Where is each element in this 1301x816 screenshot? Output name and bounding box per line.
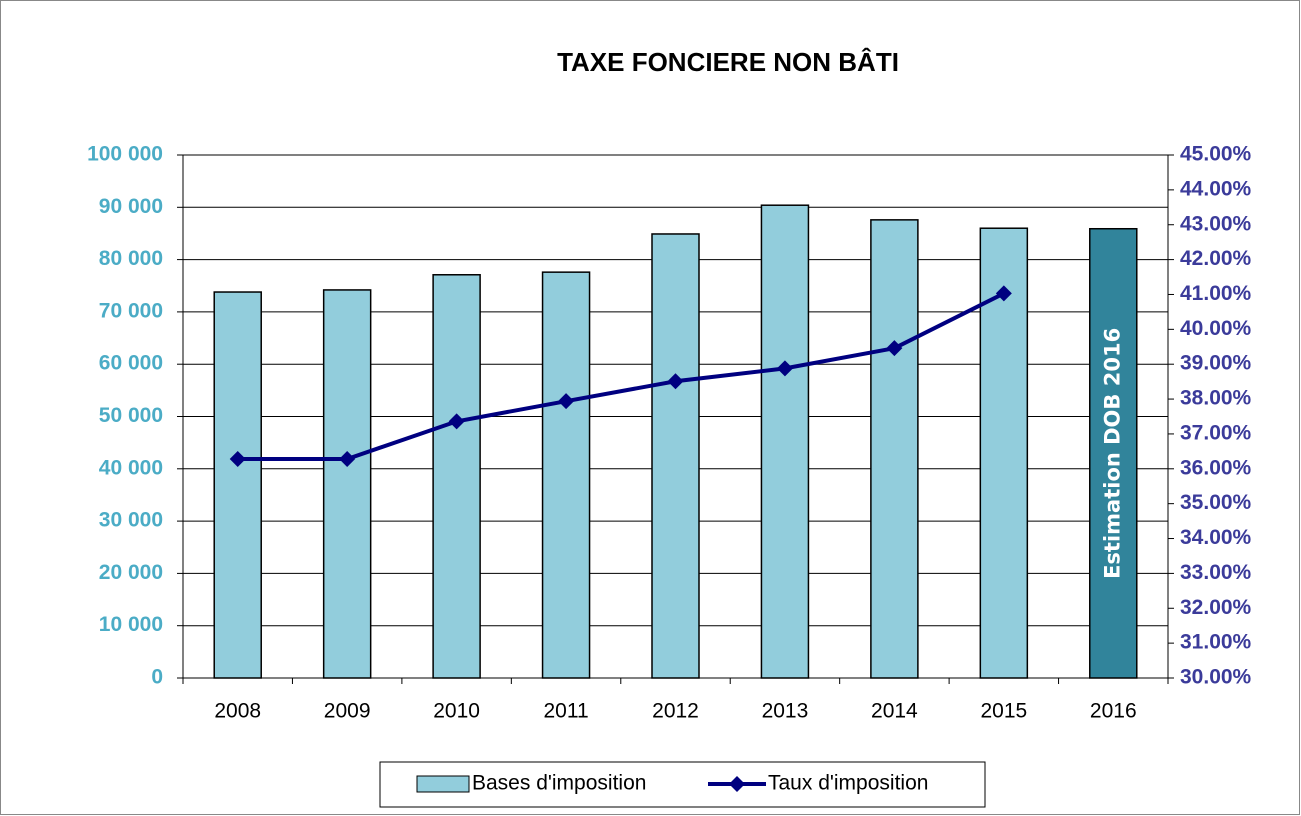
marker xyxy=(229,451,246,468)
annotation: Estimation DOB 2016 xyxy=(1100,328,1124,579)
y2-tick-label: 35.00% xyxy=(1180,491,1252,514)
legend: Bases d'imposition Taux d'imposition xyxy=(379,761,986,808)
legend-swatch xyxy=(416,775,470,793)
y-tick-label: 30 000 xyxy=(99,509,163,532)
y-tick-label: 40 000 xyxy=(99,456,163,479)
y-tick-label: 100 000 xyxy=(87,143,163,166)
y-tick-label: 90 000 xyxy=(99,195,163,218)
marker xyxy=(886,340,903,357)
marker xyxy=(995,285,1012,302)
bar xyxy=(760,204,810,679)
y-tick-label: 60 000 xyxy=(99,352,163,375)
y2-tick-label: 33.00% xyxy=(1180,561,1252,584)
bar xyxy=(651,233,700,679)
marker xyxy=(558,393,575,410)
x-tick-label: 2010 xyxy=(433,700,480,723)
bar xyxy=(870,219,919,679)
chart-title: TAXE FONCIERE NON BÂTI xyxy=(557,47,899,77)
marker xyxy=(667,373,684,390)
y-tick-label: 0 xyxy=(151,666,163,689)
y2-tick-label: 31.00% xyxy=(1180,631,1252,654)
legend-box xyxy=(379,761,986,808)
y2-tick-label: 36.00% xyxy=(1180,456,1252,479)
marker xyxy=(448,413,465,430)
y-tick-label: 50 000 xyxy=(99,404,163,427)
x-tick-label: 2014 xyxy=(871,700,918,723)
y2-tick-label: 43.00% xyxy=(1180,212,1252,235)
y2-tick-label: 41.00% xyxy=(1180,282,1252,305)
bar xyxy=(1089,227,1138,679)
bar xyxy=(541,271,591,679)
x-tick-label: 2008 xyxy=(214,700,261,723)
y2-tick-label: 42.00% xyxy=(1180,247,1252,270)
legend-label: Taux d'imposition xyxy=(768,772,928,795)
y2-tick-label: 34.00% xyxy=(1180,526,1252,549)
marker xyxy=(776,360,793,377)
y2-tick-label: 30.00% xyxy=(1180,666,1252,689)
line xyxy=(237,291,1005,462)
y-tick-label: 20 000 xyxy=(99,561,163,584)
bar xyxy=(213,291,262,679)
y-tick-label: 70 000 xyxy=(99,299,163,322)
bar xyxy=(322,289,372,679)
x-tick-label: 2011 xyxy=(543,700,588,723)
x-tick-label: 2013 xyxy=(762,700,809,723)
y2-tick-label: 37.00% xyxy=(1180,421,1252,444)
x-tick-label: 2016 xyxy=(1090,700,1137,723)
y-tick-label: 10 000 xyxy=(99,613,163,636)
y2-tick-label: 39.00% xyxy=(1180,352,1252,375)
y2-tick-label: 45.00% xyxy=(1180,143,1252,166)
x-tick-label: 2015 xyxy=(980,700,1027,723)
x-tick-label: 2009 xyxy=(324,700,371,723)
y2-tick-label: 32.00% xyxy=(1180,596,1252,619)
bar xyxy=(432,274,481,679)
legend-label: Bases d'imposition xyxy=(472,772,646,795)
x-tick-label: 2012 xyxy=(652,700,699,723)
y2-tick-label: 44.00% xyxy=(1180,177,1252,200)
y2-tick-label: 40.00% xyxy=(1180,317,1252,340)
y2-tick-label: 38.00% xyxy=(1180,387,1252,410)
y-tick-label: 80 000 xyxy=(99,247,163,270)
legend-marker xyxy=(729,776,745,792)
marker xyxy=(339,451,356,468)
